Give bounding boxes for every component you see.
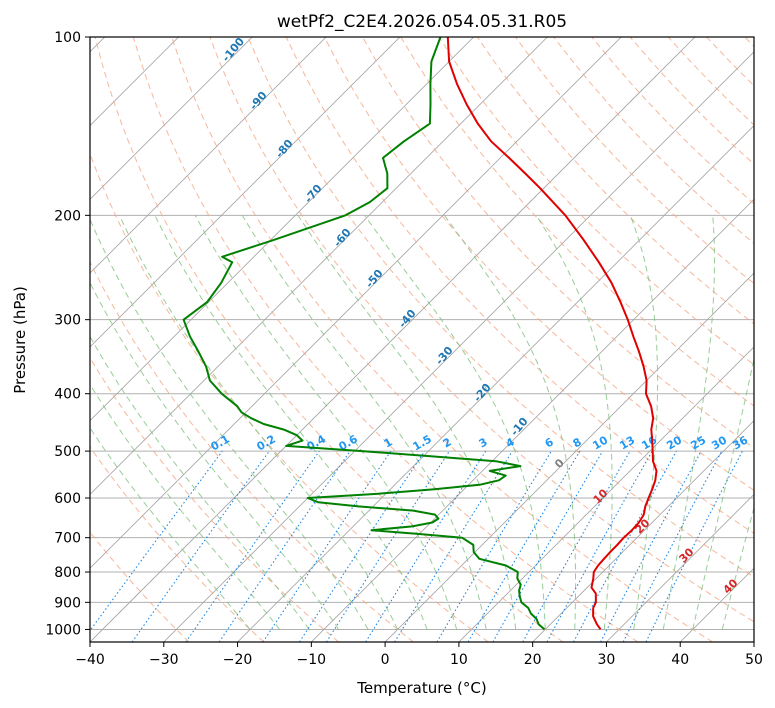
moist-adiabat-line (119, 215, 399, 630)
dry-adiabats (90, 37, 754, 642)
isotherm-line (384, 272, 754, 642)
y-tick-label: 800 (54, 565, 81, 581)
isotherm-line (606, 493, 754, 642)
dry-adiabat-line (90, 260, 414, 642)
isotherm-line (532, 420, 754, 642)
mixing-ratio-line (645, 450, 743, 642)
dry-adiabat-line (90, 446, 265, 642)
dry-adiabat-line (247, 37, 754, 578)
isotherm-line (90, 37, 548, 496)
sounding-profiles (182, 37, 658, 631)
mixing-ratio-line (131, 450, 270, 642)
x-axis-ticks: −40 −30 −20 −10 0 10 20 30 40 50 (75, 642, 763, 668)
x-tick-label: −10 (297, 652, 327, 668)
dry-adiabat-line (171, 37, 713, 642)
plot-area: -100-90-80-70-60-50-40-30-20-100.1 0.2 0.4… (90, 37, 754, 642)
moist-adiabat-line (90, 335, 310, 630)
x-tick-label: 40 (671, 652, 689, 668)
isotherm-line (90, 37, 696, 642)
plot-frame (89, 36, 755, 643)
x-tick-label: 30 (598, 652, 616, 668)
y-tick-label: 500 (54, 444, 81, 460)
x-tick-label: 10 (450, 652, 468, 668)
moist-adiabat-line (90, 281, 340, 630)
dewpoint-profile-line (182, 37, 546, 631)
y-tick-label: 300 (54, 313, 81, 329)
isotherm-line (90, 37, 622, 569)
dry-adiabat-line (94, 37, 564, 642)
y-tick-label: 700 (54, 531, 81, 547)
moist-adiabat-line (662, 215, 715, 630)
y-tick-label: 100 (54, 30, 81, 46)
moist-adiabat-line (629, 215, 659, 630)
dry-adiabat-line (285, 37, 754, 535)
isotherm-line (163, 51, 754, 642)
y-tick-label: 600 (54, 491, 81, 507)
mixing-ratio-line (90, 450, 223, 632)
moist-adiabat-line (194, 215, 458, 630)
mixing-ratio-line (522, 450, 631, 642)
moist-adiabat-line (444, 215, 577, 630)
mixing-ratio-line (546, 450, 653, 642)
chart-title: wetPf2_C2E4.2026.054.05.31.R05 (277, 12, 567, 32)
dry-adiabat-line (476, 37, 754, 325)
x-tick-label: 20 (524, 652, 542, 668)
moist-adiabat-line (90, 218, 369, 630)
y-tick-label: 1000 (45, 622, 81, 638)
dry-adiabat-line (438, 37, 754, 366)
isotherm-line (90, 37, 474, 422)
y-tick-label: 400 (54, 387, 81, 403)
y-axis-title: Pressure (hPa) (11, 286, 29, 394)
isotherm-line (458, 346, 754, 642)
moist-adiabat-line (90, 383, 280, 630)
mixing-ratio-line (218, 450, 351, 642)
isotherm-line (90, 37, 327, 274)
mixing-ratio-lines (90, 450, 743, 642)
moist-adiabat-line (364, 215, 546, 630)
moist-adiabat-line (692, 356, 754, 630)
mixing-ratio-line (325, 450, 450, 642)
dry-adiabat-line (90, 356, 339, 642)
mixing-ratio-line (394, 450, 513, 642)
dry-adiabat-line (132, 37, 639, 642)
x-tick-label: −40 (75, 652, 105, 668)
skewed-isotherms (90, 37, 754, 642)
mixing-ratio-line (299, 450, 426, 642)
moist-adiabat-line (154, 215, 428, 630)
isotherm-line (90, 37, 253, 200)
moist-adiabat-line (297, 215, 517, 630)
y-tick-label: 200 (54, 208, 81, 224)
pressure-gridlines (90, 37, 754, 630)
y-axis-ticks: 100 200 300 400 500 600 700 800 900 1000 (45, 30, 90, 638)
moist-adiabat-line (90, 427, 251, 630)
moist-adiabats (90, 215, 754, 630)
y-tick-label: 900 (54, 595, 81, 611)
x-tick-label: 0 (381, 652, 390, 668)
mixing-ratio-line (573, 450, 677, 642)
x-axis-title: Temperature (°C) (356, 679, 486, 697)
dry-adiabat-line (209, 37, 754, 623)
x-tick-label: 50 (745, 652, 763, 668)
x-tick-label: −30 (149, 652, 179, 668)
isotherm-line (237, 124, 754, 642)
temperature-profile-line (446, 37, 658, 630)
dry-adiabat-line (515, 37, 754, 285)
isotherm-line (90, 37, 401, 348)
moist-adiabat-line (535, 215, 613, 630)
dry-adiabat-line (323, 37, 754, 491)
mixing-ratio-line (185, 450, 320, 642)
x-tick-label: −20 (223, 652, 253, 668)
moist-adiabat-line (241, 215, 487, 630)
